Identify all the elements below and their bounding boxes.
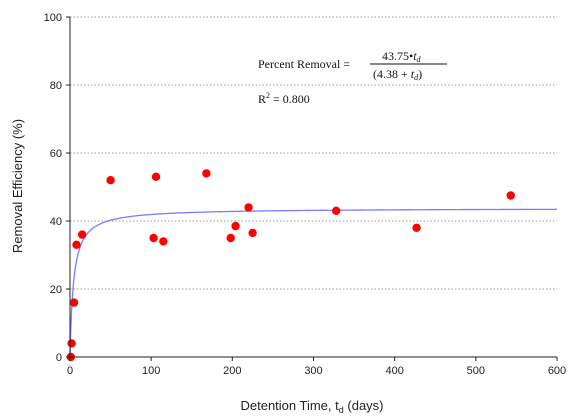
data-points — [66, 169, 515, 362]
x-axis-title-units: (days) — [344, 398, 384, 413]
r2-prefix: R — [258, 92, 266, 106]
data-point-13 — [248, 228, 257, 238]
denominator-sub: d — [414, 73, 419, 82]
data-point-8 — [159, 237, 168, 246]
equation-lhs: Percent Removal = — [258, 57, 350, 71]
data-point-1 — [67, 339, 76, 348]
data-point-12 — [244, 203, 253, 212]
equation-annotation: Percent Removal = 43.75•td (4.38 + td) R… — [258, 49, 447, 106]
y-axis-title: Removal Efficiency (%) — [10, 119, 25, 253]
y-tick-label-80: 80 — [50, 80, 62, 92]
fit-curve-layer — [69, 208, 557, 357]
data-point-7 — [151, 172, 161, 181]
gridlines — [70, 16, 557, 290]
numerator-bullet: • — [409, 49, 413, 63]
numerator-sub: d — [417, 55, 422, 64]
tick-labels: 0 20 40 60 80 100 0 100 200 300 400 500 600 — [44, 12, 567, 377]
denominator-close: ) — [418, 67, 422, 81]
x-tick-label-500: 500 — [467, 365, 485, 377]
data-point-5 — [106, 176, 115, 185]
data-point-14 — [332, 206, 341, 215]
x-tick-label-600: 600 — [548, 365, 566, 377]
y-tick-label-0: 0 — [56, 352, 62, 364]
x-tick-label-300: 300 — [304, 365, 322, 377]
r-squared: R2 = 0.800 — [258, 91, 310, 106]
axes — [66, 16, 558, 361]
fit-curve — [69, 208, 557, 357]
data-point-4 — [77, 230, 87, 239]
y-tick-label-100: 100 — [44, 12, 62, 24]
numerator-value: 43.75 — [382, 49, 409, 63]
x-axis-title-main: Detention Time, t — [240, 398, 339, 413]
data-point-2 — [69, 298, 79, 307]
data-point-6 — [149, 233, 158, 243]
data-point-9 — [202, 169, 211, 178]
x-tick-label-400: 400 — [385, 365, 403, 377]
equation-numerator: 43.75•td — [382, 49, 422, 64]
r2-sup: 2 — [266, 91, 270, 100]
denominator-var: t — [411, 67, 415, 81]
numerator-var: t — [413, 49, 417, 63]
data-point-10 — [226, 233, 235, 243]
x-axis-title-sub: d — [339, 405, 344, 415]
y-tick-label-40: 40 — [50, 216, 62, 228]
data-point-15 — [412, 223, 421, 232]
x-axis-title: Detention Time, td (days) — [240, 398, 383, 415]
denominator-open: (4.38 + — [373, 67, 411, 81]
data-point-3 — [72, 240, 81, 249]
y-tick-label-20: 20 — [50, 284, 62, 296]
r2-value: = 0.800 — [270, 92, 310, 106]
data-point-16 — [506, 191, 515, 200]
x-tick-label-0: 0 — [67, 365, 73, 377]
x-tick-label-200: 200 — [223, 365, 241, 377]
y-tick-label-60: 60 — [50, 148, 62, 160]
equation-denominator: (4.38 + td) — [373, 67, 422, 82]
data-point-11 — [231, 221, 240, 231]
x-tick-label-100: 100 — [142, 365, 160, 377]
